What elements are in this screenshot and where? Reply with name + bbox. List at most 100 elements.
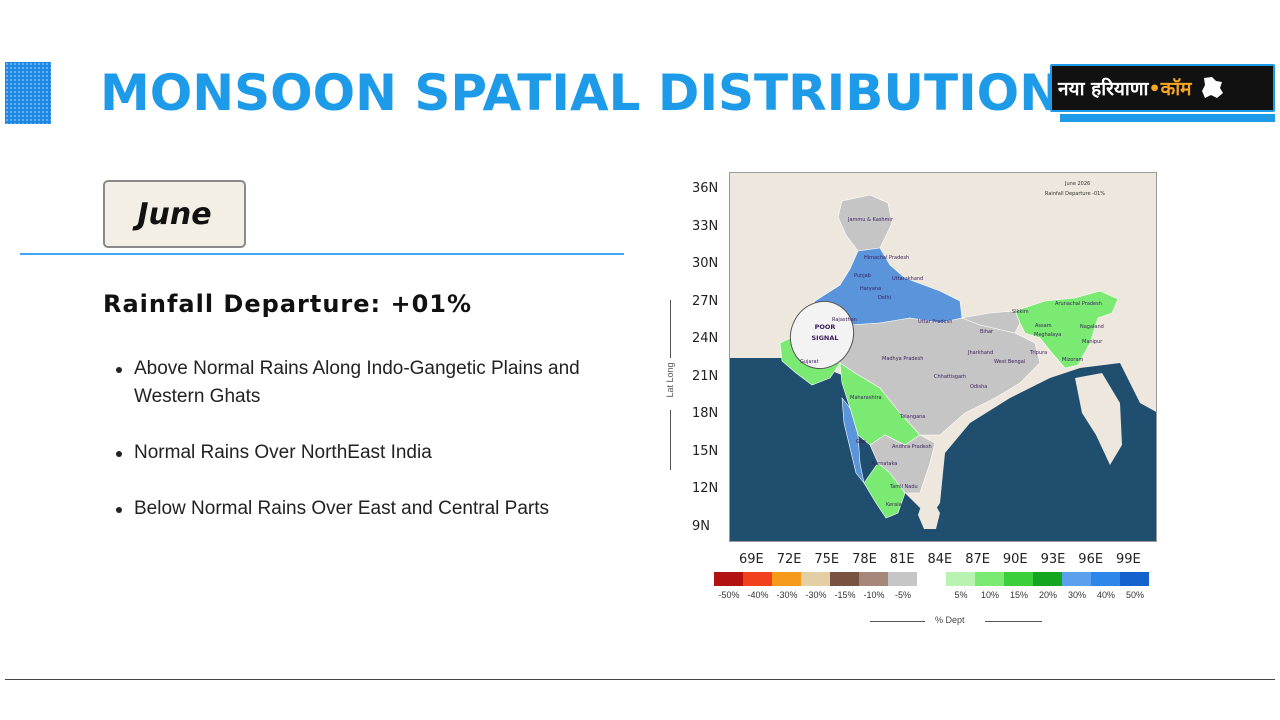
logo-underline	[1060, 114, 1275, 122]
region-northeast-india	[1014, 290, 1119, 369]
map-canvas: POOR SIGNAL June 2026 Rainfall Departure…	[730, 173, 1156, 541]
region-label: Andhra Pradesh	[892, 444, 932, 450]
legend-swatch	[830, 572, 859, 586]
region-label: Gujarat	[800, 359, 819, 365]
map-inset-title: June 2026	[1064, 181, 1090, 187]
legend-label: 40%	[1096, 590, 1115, 600]
rainfall-departure-heading: Rainfall Departure: +01%	[103, 290, 473, 318]
region-label: Madhya Pradesh	[882, 356, 923, 362]
region-label: Uttarakhand	[892, 276, 923, 282]
longitude-tick-label: 90E	[1002, 552, 1028, 567]
latitude-tick-label: 27N	[692, 293, 719, 309]
longitude-tick-label: 99E	[1116, 552, 1141, 567]
legend-label: 30%	[1067, 590, 1086, 600]
y-axis-title: Lat Long	[665, 362, 675, 398]
brand-logo: नया हरियाणा•कॉम	[1050, 60, 1275, 122]
latitude-tick-label: 33N	[692, 218, 719, 234]
myanmar-landmass	[1075, 373, 1122, 465]
longitude-tick-label: 81E	[889, 552, 915, 567]
region-label: Assam	[1035, 323, 1052, 329]
list-item: Normal Rains Over NorthEast India	[116, 439, 636, 467]
list-item: Above Normal Rains Along Indo-Gangetic P…	[116, 355, 636, 411]
latitude-tick-label: 12N	[692, 481, 719, 496]
list-item: Below Normal Rains Over East and Central…	[116, 495, 636, 523]
region-bihar	[960, 310, 1021, 334]
legend-swatch	[1091, 572, 1120, 586]
y-axis-arrow-up	[670, 300, 671, 358]
latitude-tick-label: 24N	[692, 331, 719, 346]
longitude-tick-label: 78E	[852, 552, 877, 567]
longitude-tick-label: 96E	[1078, 552, 1104, 567]
accent-square	[5, 62, 51, 124]
legend-label: -15%	[834, 590, 856, 600]
legend-label: 20%	[1038, 590, 1057, 600]
legend-swatch	[1120, 572, 1149, 586]
longitude-tick-label: 75E	[814, 552, 840, 567]
legend-swatch	[1033, 572, 1062, 586]
region-label: West Bengal	[994, 359, 1025, 365]
region-label: Manipur	[1082, 339, 1103, 345]
poor-signal-label: POOR	[815, 323, 836, 331]
region-label: Rajasthan	[832, 317, 857, 323]
region-label: Himachal Pradesh	[864, 255, 909, 261]
latitude-tick-label: 21N	[692, 368, 719, 384]
india-rainfall-map: POOR SIGNAL June 2026 Rainfall Departure…	[729, 172, 1157, 542]
region-label: Odisha	[970, 384, 987, 390]
region-label: Goa	[856, 439, 866, 445]
region-kerala	[863, 462, 906, 519]
legend-label: 50%	[1125, 590, 1144, 600]
region-label: Sikkim	[1012, 309, 1029, 315]
legend-label: -40%	[747, 590, 769, 600]
latitude-tick-label: 9N	[692, 518, 710, 534]
region-label: Karnataka	[872, 461, 897, 467]
legend-label: -10%	[863, 590, 885, 600]
region-label: Uttar Pradesh	[918, 319, 952, 325]
map-inset-subtitle: Rainfall Departure -01%	[1045, 191, 1105, 197]
longitude-tick-label: 72E	[776, 552, 802, 567]
section-divider	[20, 253, 624, 255]
logo-text: नया हरियाणा•कॉम	[1058, 78, 1192, 100]
legend-swatch	[801, 572, 830, 586]
latitude-tick-label: 18N	[692, 406, 719, 421]
legend-arrow-right	[985, 621, 1042, 622]
poor-signal-marker	[789, 301, 855, 369]
legend-swatch	[859, 572, 888, 586]
region-label: Delhi	[878, 295, 891, 301]
region-label: Tripura	[1029, 350, 1047, 356]
haryana-map-icon	[1201, 77, 1223, 98]
y-axis-arrow-down	[670, 410, 671, 470]
page-title: MONSOON SPATIAL DISTRIBUTION	[100, 64, 1062, 122]
region-label: Bihar	[980, 329, 994, 335]
region-label: Punjab	[854, 273, 871, 279]
observation-list: Above Normal Rains Along Indo-Gangetic P…	[116, 355, 636, 551]
region-label: Haryana	[860, 286, 881, 292]
latitude-tick-label: 15N	[692, 443, 719, 459]
legend-label: -5%	[894, 590, 911, 600]
longitude-tick-label: 69E	[739, 552, 764, 567]
legend-swatch	[946, 572, 975, 586]
month-tab: June	[103, 180, 246, 248]
legend-label: -30%	[776, 590, 798, 600]
latitude-tick-label: 36N	[692, 181, 719, 196]
legend-swatch	[1004, 572, 1033, 586]
region-label: Telangana	[899, 414, 925, 420]
region-label: Meghalaya	[1034, 332, 1061, 338]
longitude-tick-label: 93E	[1040, 552, 1066, 567]
legend-swatch	[1062, 572, 1091, 586]
region-labels: Jammu & Kashmir Himachal Pradesh Punjab Utt…	[800, 217, 1104, 508]
legend-swatch	[888, 572, 917, 586]
legend-label: -50%	[718, 590, 740, 600]
sri-lanka-landmass	[918, 499, 940, 529]
region-label: Kerala	[886, 502, 902, 508]
poor-signal-label: SIGNAL	[811, 334, 838, 342]
legend-swatch	[743, 572, 772, 586]
legend-title: % Dept	[935, 615, 965, 625]
legend-swatch	[772, 572, 801, 586]
legend-label: -30%	[805, 590, 827, 600]
latitude-tick-label: 30N	[692, 256, 719, 271]
region-label: Maharashtra	[850, 395, 882, 401]
logo-badge: नया हरियाणा•कॉम	[1050, 64, 1275, 112]
legend-label: 5%	[954, 590, 968, 600]
longitude-tick-label: 87E	[965, 552, 990, 567]
region-label: Jharkhand	[967, 350, 993, 356]
